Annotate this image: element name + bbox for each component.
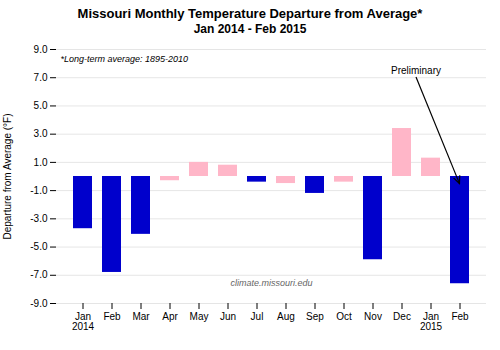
svg-text:Jan2015: Jan2015 [420,311,443,332]
svg-text:-1.0: -1.0 [30,185,48,196]
html-text:Jan 2014 - Feb 2015: Jan 2014 - Feb 2015 [193,22,307,36]
svg-text:7.0: 7.0 [34,72,48,83]
svg-text:Jan2014: Jan2014 [72,311,95,332]
svg-text:Feb: Feb [451,311,469,322]
svg-text:May: May [190,311,209,322]
svg-text:Feb: Feb [103,311,121,322]
svg-text:Aug: Aug [277,311,295,322]
svg-text:Preliminary: Preliminary [391,65,441,76]
svg-text:5.0: 5.0 [34,100,48,111]
svg-text:9.0: 9.0 [34,44,48,55]
svg-text:*Long-term average: 1895-2010: *Long-term average: 1895-2010 [61,54,189,64]
html-text:Missouri Monthly Temperature D: Missouri Monthly Temperature Departure f… [77,6,423,21]
svg-text:-7.0: -7.0 [30,269,48,280]
svg-text:Jul: Jul [251,311,264,322]
svg-text:-5.0: -5.0 [30,241,48,252]
svg-text:Apr: Apr [162,311,178,322]
svg-text:climate.missouri.edu: climate.missouri.edu [230,278,312,288]
svg-text:Oct: Oct [336,311,352,322]
svg-text:Sep: Sep [306,311,324,322]
svg-text:Dec: Dec [393,311,411,322]
svg-text:Mar: Mar [132,311,150,322]
svg-text:Nov: Nov [364,311,382,322]
svg-text:1.0: 1.0 [34,157,48,168]
svg-text:-3.0: -3.0 [30,213,48,224]
svg-text:Jun: Jun [220,311,236,322]
svg-text:-9.0: -9.0 [30,298,48,309]
svg-text:Departure from Average (°F): Departure from Average (°F) [2,113,13,239]
svg-text:3.0: 3.0 [34,128,48,139]
